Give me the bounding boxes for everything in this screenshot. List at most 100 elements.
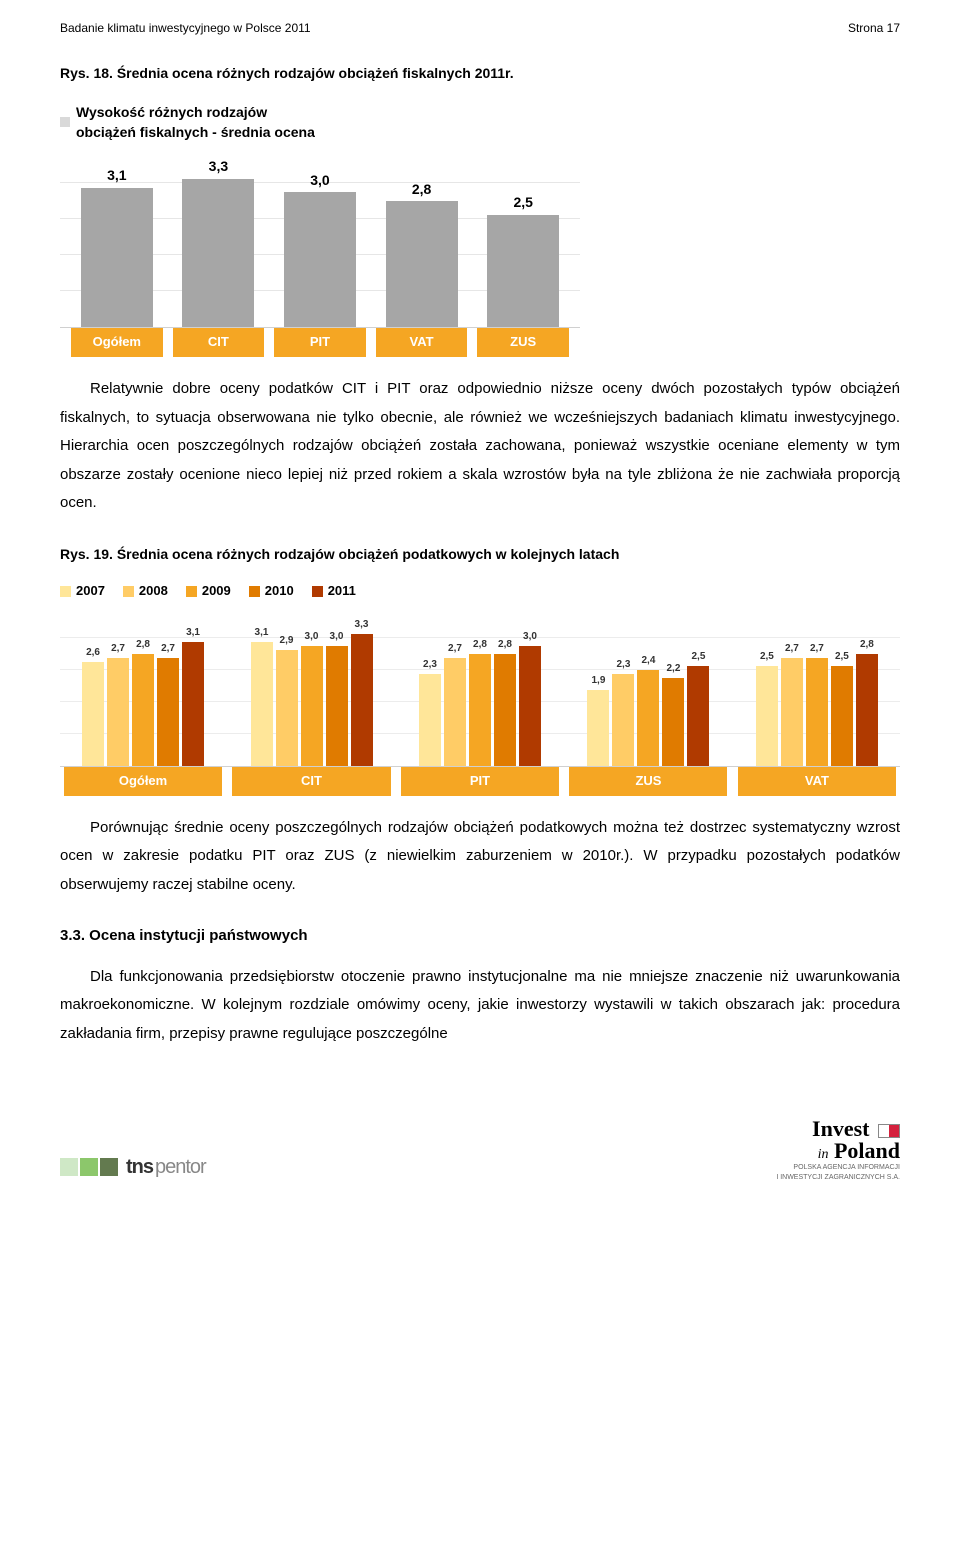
chart-18-bar: 2,5 bbox=[477, 192, 568, 327]
chart-19-bar bbox=[469, 654, 491, 766]
chart-19-category: CIT bbox=[232, 767, 390, 796]
chart-18: Wysokość różnych rodzajów obciążeń fiska… bbox=[60, 102, 580, 357]
chart-19-value-label: 2,8 bbox=[498, 638, 512, 653]
chart-19-category: Ogółem bbox=[64, 767, 222, 796]
paragraph-3: Dla funkcjonowania przedsiębiorstw otocz… bbox=[60, 963, 900, 1049]
chart-18-category: CIT bbox=[173, 328, 264, 357]
chart-19-bar bbox=[806, 658, 828, 766]
chart-19-bar bbox=[182, 642, 204, 766]
chart-19-value-label: 2,9 bbox=[280, 634, 294, 649]
chart-18-value-label: 3,3 bbox=[209, 156, 228, 176]
header-right: Strona 17 bbox=[848, 20, 900, 37]
chart-19-bar bbox=[494, 654, 516, 766]
invest-logo-word2: in bbox=[818, 1147, 829, 1162]
chart-18-value-label: 2,8 bbox=[412, 179, 431, 199]
chart-19-bar bbox=[251, 642, 273, 766]
chart-19-value-label: 2,7 bbox=[448, 642, 462, 657]
chart-18-bar: 2,8 bbox=[376, 179, 467, 327]
invest-logo-word3: Poland bbox=[834, 1138, 900, 1163]
chart-19-group: 3,1 2,9 3,0 3,0 3,3 bbox=[232, 618, 390, 766]
legend-label: 2010 bbox=[265, 582, 294, 601]
legend-swatch-icon bbox=[249, 586, 260, 597]
chart-19-bar bbox=[519, 646, 541, 766]
chart-18-value-label: 2,5 bbox=[513, 192, 532, 212]
chart-19: 2,62,72,82,73,13,12,93,03,03,32,32,72,82… bbox=[60, 607, 900, 796]
legend-swatch-icon bbox=[123, 586, 134, 597]
chart-19-bar bbox=[301, 646, 323, 766]
legend-item: 2009 bbox=[186, 582, 231, 601]
chart-19-bar bbox=[637, 670, 659, 766]
chart-19-value-label: 2,7 bbox=[810, 642, 824, 657]
chart-19-category: ZUS bbox=[569, 767, 727, 796]
chart-19-value-label: 2,8 bbox=[473, 638, 487, 653]
chart-19-legend: 2007 2008 2009 2010 2011 bbox=[60, 582, 900, 601]
chart-19-value-label: 1,9 bbox=[591, 674, 605, 689]
chart-19-value-label: 2,4 bbox=[641, 654, 655, 669]
chart-19-value-label: 2,7 bbox=[111, 642, 125, 657]
poland-flag-icon bbox=[878, 1124, 900, 1138]
chart-19-value-label: 3,3 bbox=[355, 618, 369, 633]
invest-logo-subtitle2: I INWESTYCJI ZAGRANICZNYCH S.A. bbox=[776, 1174, 900, 1182]
page-footer: tns pentor Invest in Poland POLSKA AGENC… bbox=[0, 1088, 960, 1201]
chart-19-bar bbox=[419, 674, 441, 766]
chart-19-bar bbox=[612, 674, 634, 766]
chart-19-value-label: 2,5 bbox=[835, 650, 849, 665]
chart-19-value-label: 2,8 bbox=[860, 638, 874, 653]
chart-19-value-label: 2,5 bbox=[760, 650, 774, 665]
legend-swatch-icon bbox=[312, 586, 323, 597]
chart-19-group: 2,52,72,72,52,8 bbox=[738, 638, 896, 766]
chart-19-value-label: 3,0 bbox=[523, 630, 537, 645]
legend-label: 2007 bbox=[76, 582, 105, 601]
chart-19-value-label: 2,3 bbox=[423, 658, 437, 673]
chart-19-bar bbox=[82, 662, 104, 766]
legend-swatch-icon bbox=[186, 586, 197, 597]
chart-19-axis: OgółemCITPITZUSVAT bbox=[60, 767, 900, 796]
chart-19-bar bbox=[587, 690, 609, 766]
chart-18-bar: 3,1 bbox=[71, 165, 162, 327]
chart-19-value-label: 3,1 bbox=[255, 626, 269, 641]
chart-19-value-label: 2,8 bbox=[136, 638, 150, 653]
chart-19-bar bbox=[687, 666, 709, 766]
chart-19-group: 1,92,32,42,22,5 bbox=[569, 650, 727, 766]
chart-19-value-label: 2,5 bbox=[691, 650, 705, 665]
chart-19-category: VAT bbox=[738, 767, 896, 796]
chart-19-value-label: 3,0 bbox=[330, 630, 344, 645]
chart-18-bar: 3,0 bbox=[274, 170, 365, 327]
legend-swatch-icon bbox=[60, 117, 70, 127]
legend-item: 2011 bbox=[312, 582, 356, 601]
chart-19-bar bbox=[276, 650, 298, 766]
chart-18-category: Ogółem bbox=[71, 328, 162, 357]
chart-19-bar bbox=[132, 654, 154, 766]
tns-logo-text-bold: tns bbox=[126, 1153, 153, 1182]
chart-19-bar bbox=[326, 646, 348, 766]
chart-19-bar bbox=[756, 666, 778, 766]
header-left: Badanie klimatu inwestycyjnego w Polsce … bbox=[60, 20, 311, 37]
tns-logo-squares-icon bbox=[60, 1158, 118, 1176]
tns-logo-text-light: pentor bbox=[155, 1153, 206, 1182]
chart-18-bar: 3,3 bbox=[173, 156, 264, 327]
chart-19-value-label: 2,2 bbox=[666, 662, 680, 677]
legend-item: 2010 bbox=[249, 582, 294, 601]
chart-19-plot: 2,62,72,82,73,13,12,93,03,03,32,32,72,82… bbox=[60, 607, 900, 767]
chart-18-category: VAT bbox=[376, 328, 467, 357]
page-header: Badanie klimatu inwestycyjnego w Polsce … bbox=[60, 20, 900, 37]
chart-19-bar bbox=[107, 658, 129, 766]
chart-18-title-line2: obciążeń fiskalnych - średnia ocena bbox=[76, 122, 315, 142]
chart-19-value-label: 3,0 bbox=[305, 630, 319, 645]
chart-19-bar bbox=[856, 654, 878, 766]
chart-19-bar bbox=[351, 634, 373, 766]
chart-18-category: PIT bbox=[274, 328, 365, 357]
chart-19-value-label: 3,1 bbox=[186, 626, 200, 641]
chart-18-plot: 3,1 3,3 3,0 2,8 2,5 bbox=[60, 148, 580, 328]
legend-label: 2008 bbox=[139, 582, 168, 601]
chart-19-bar bbox=[831, 666, 853, 766]
chart-19-group: 2,3 2,7 2,8 2,8 3,0 bbox=[401, 630, 559, 766]
chart-18-category: ZUS bbox=[477, 328, 568, 357]
chart-19-value-label: 2,7 bbox=[161, 642, 175, 657]
chart-19-group: 2,6 2,7 2,8 2,7 3,1 bbox=[64, 626, 222, 766]
chart-19-value-label: 2,6 bbox=[86, 646, 100, 661]
chart-19-bar bbox=[662, 678, 684, 766]
chart-19-bar bbox=[781, 658, 803, 766]
figure-18-caption: Rys. 18. Średnia ocena różnych rodzajów … bbox=[60, 63, 900, 83]
invest-logo-subtitle1: POLSKA AGENCJA INFORMACJI bbox=[776, 1164, 900, 1172]
